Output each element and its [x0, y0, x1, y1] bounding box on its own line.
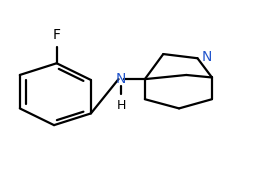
Text: H: H [117, 99, 126, 112]
Text: N: N [201, 50, 212, 64]
Text: N: N [116, 72, 126, 86]
Text: F: F [53, 28, 61, 41]
